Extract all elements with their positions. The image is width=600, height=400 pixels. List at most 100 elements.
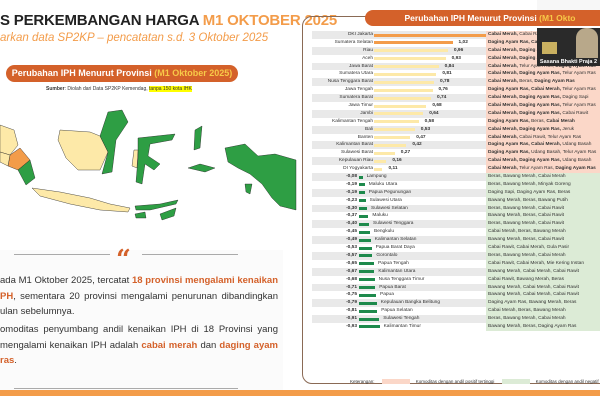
province-name: Nusa Tenggara Timur <box>378 276 425 282</box>
chart-row: -0,19 Papua Pegunungan Daging Sapi, Daging… <box>312 188 600 197</box>
province-name: Jawa Tengah <box>344 87 373 93</box>
top-right-strip <box>537 0 600 10</box>
chart-row: Kalimantan Barat 0,42 Daging Ayam Ras, Cab… <box>312 141 600 150</box>
province-name: Sulawesi Barat <box>341 150 373 156</box>
bar-value: 0,78 <box>440 79 450 85</box>
video-participant-tile[interactable]: Sasana Bhakti Praja 2 <box>537 28 600 66</box>
bar-negative <box>359 317 380 321</box>
commodity-list: Cabai Merah, Daging Ayam Ras, Telur Ayam… <box>486 70 600 79</box>
participant-name: Sasana Bhakti Praja 2 <box>539 59 598 65</box>
province-name: Bali <box>365 126 373 132</box>
commodity-list: Cabai Merah, Beras, Bawang Merah <box>486 228 600 237</box>
bar-value: -0,79 <box>346 300 357 306</box>
bar-value: -0,40 <box>346 221 357 227</box>
bar-value: 0,58 <box>424 118 434 124</box>
chart-row: Kalimantan Tengah 0,58 Daging Ayam Ras, Be… <box>312 117 600 126</box>
legend-negative-swatch <box>501 379 530 385</box>
p2-text: omoditas penyumbang andil kenaikan IPH d… <box>0 324 278 351</box>
province-name: Sulawesi Tengah <box>383 316 420 322</box>
bar-negative <box>359 191 365 195</box>
chart-row: Sumatera Barat 0,74 Cabai Merah, Daging Ay… <box>312 94 600 103</box>
commodity-list: Bawang Merah, Cabai Merah, Cabai Rawit <box>486 291 600 300</box>
bar-negative <box>359 278 375 282</box>
province-name: Kalimantan Timur <box>383 323 421 329</box>
bar-positive <box>374 128 415 132</box>
province-name: Kalimantan Barat <box>336 142 373 148</box>
commodity-list: Cabai Rawit, Bawang Merah, Beras <box>486 275 600 284</box>
bar-value: -0,19 <box>346 189 357 195</box>
chart-row: -0,71 Papua Barat Bawang Merah, Cabai Mera… <box>312 283 600 292</box>
province-name: Kepulauan Riau <box>338 158 373 164</box>
chart-row: -0,30 Sulawesi Selatan Beras, Bawang Merah… <box>312 204 600 213</box>
commodity-list: Cabai Merah, Beras, Bawang Merah <box>486 307 600 316</box>
commodity-list: Cabai Merah, Daging Ayam Ras, Udang Basa… <box>486 157 600 166</box>
bar-value: -0,67 <box>346 268 357 274</box>
bar-value: -0,08 <box>346 174 357 180</box>
bar-negative <box>359 183 365 187</box>
bar-value: 1,02 <box>458 39 468 45</box>
chart-row: -0,19 Maluku Utara Beras, Bawang Merah, Mi… <box>312 180 600 189</box>
bar-value: 0,42 <box>412 142 422 148</box>
p1-text: ada M1 Oktober 2025, tercatat <box>0 275 132 286</box>
bar-value: -0,65 <box>346 260 357 266</box>
commodity-list: Cabai Merah, Telur Ayam Ras, Daging Ayam… <box>486 62 600 71</box>
province-name: Papua Barat Daya <box>375 245 415 251</box>
bar-negative <box>359 238 371 242</box>
chart-row: -0,23 Sulawesi Utara Bawang Merah, Beras, … <box>312 196 600 205</box>
bar-value: 0,16 <box>392 158 402 164</box>
quote-box <box>0 250 283 390</box>
p1-text-2: , sementara 20 provinsi mengalami penuru… <box>0 290 278 318</box>
bar-value: 0,96 <box>453 47 464 53</box>
iph-chart: DKI Jakarta2,71Cabai Merah, Cabai RawitS… <box>312 31 600 331</box>
bar-value: -0,30 <box>346 205 357 211</box>
commodity-list: Bawang Merah, Beras, Cabai Rawit <box>486 212 600 221</box>
chart-row: -0,08 Lampung Beras, Bawang Merah, Cabai M… <box>312 173 600 181</box>
bar-positive <box>374 33 583 37</box>
bar-negative <box>359 293 376 297</box>
bar-value: 0,84 <box>444 63 455 69</box>
quote-divider-bottom <box>14 388 238 389</box>
page-title: S PERKEMBANGAN HARGA M1 OKTOBER 2025 <box>0 12 337 29</box>
chart-section-title: Perubahan IPH Menurut Provinsi (M1 Okto <box>365 10 600 26</box>
province-name: Jawa Barat <box>349 63 373 69</box>
chart-row: Banten 0,47 Cabai Merah, Cabai Rawit, Telu… <box>312 133 600 142</box>
bar-negative <box>359 309 378 313</box>
province-name: Sumatera Barat <box>339 95 373 101</box>
province-name: Maluku Utara <box>368 181 398 187</box>
commodity-list: Cabai Merah, Daging Ayam Ras, Cabai Rawi… <box>486 109 600 118</box>
province-name: Sumatera Utara <box>339 71 373 77</box>
commodity-list: Cabai Merah, Daging Ayam Ras, Jeruk <box>486 125 600 134</box>
chart-row: -0,57 Gorontalo Beras, Bawang Merah, Cabai… <box>312 251 600 260</box>
province-name: Jawa Timur <box>348 103 373 109</box>
commodity-list: Daging Ayam Ras, Bawang Merah, Beras <box>486 299 600 308</box>
commodity-list: Cabai Merah, Daging Ayam Ras, Daging Sap… <box>486 94 600 103</box>
commodity-list: Daging Ayam Ras, Beras, Cabai Merah <box>486 117 600 126</box>
chart-legend: Keterangan: Komoditas dengan andil posit… <box>350 379 600 385</box>
chart-row: -0,81 Papua Selatan Cabai Merah, Beras, Ba… <box>312 307 600 316</box>
legend-positive-text: Komoditas dengan andil positif tertinggi <box>415 379 495 384</box>
chart-row: Sumatera Utara 0,81 Cabai Merah, Daging Ay… <box>312 70 600 79</box>
commodity-list: Cabai Rawit, Cabai Merah, Mie Kering Ins… <box>486 259 600 268</box>
chart-row: -0,53 Papua Barat Daya Cabai Rawit, Cabai … <box>312 244 600 252</box>
province-name: Papua Tengah <box>378 260 409 266</box>
bar-value: -0,19 <box>346 181 357 187</box>
commodity-list: Bawang Merah, Beras, Bawang Putih <box>486 196 600 205</box>
bar-positive <box>374 104 427 108</box>
chart-row: DI Yogyakarta 0,11 Cabai Merah, Telur Ayam… <box>312 165 600 174</box>
map-title-highlight: (M1 Oktober 2025) <box>154 68 233 78</box>
chart-row: -0,79 Kepulauan Bangka Belitung Daging Aya… <box>312 299 600 308</box>
chart-row: -0,40 Sulawesi Tenggara Beras, Bawang Mera… <box>312 220 600 229</box>
chart-row: Jawa Tengah 0,76 Daging Ayam Ras, Cabai Me… <box>312 86 600 95</box>
participant-avatar <box>576 28 598 58</box>
bar-positive <box>374 88 433 92</box>
province-name: Lampung <box>366 174 387 180</box>
bar-value: 0,76 <box>438 87 448 93</box>
bar-negative <box>359 254 373 258</box>
p2-text-3: . <box>14 355 17 366</box>
bar-positive <box>374 65 439 69</box>
bar-value: 0,68 <box>432 103 442 109</box>
p1-highlight: 18 provinsi mengalami kenaikan <box>131 275 278 286</box>
province-name: Banten <box>357 134 373 140</box>
chart-row: -0,68 Nusa Tenggara Timur Cabai Rawit, Baw… <box>312 275 600 284</box>
commodity-list: Bawang Merah, Cabai Merah, Cabai Rawit <box>486 267 600 276</box>
